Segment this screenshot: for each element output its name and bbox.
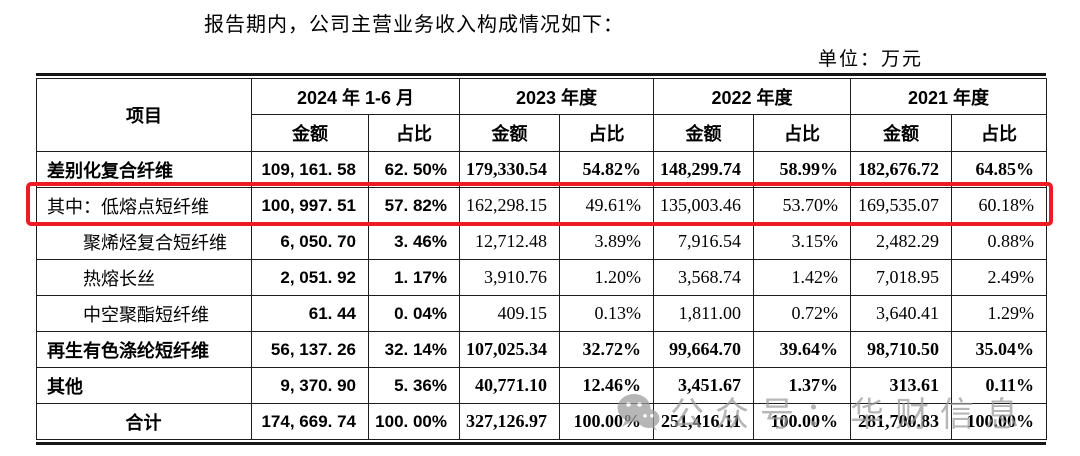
table-row: 中空聚酯短纤维 61. 44 0. 04% 409.15 0.13% 1,811.00 0.… — [36, 295, 1048, 332]
amount-cell: 99,664.70 — [653, 331, 755, 368]
table-row: 聚烯烃复合短纤维 6, 050. 70 3. 46% 12,712.48 3.89% 7,… — [36, 223, 1048, 260]
ratio-cell: 54.82% — [558, 151, 655, 188]
amount-cell: 2, 051. 92 — [251, 259, 369, 296]
col-header-amount: 金额 — [459, 114, 560, 152]
amount-cell: 109, 161. 58 — [251, 151, 369, 188]
row-label: 热熔长丝 — [36, 259, 252, 296]
amount-cell: 162,298.15 — [459, 187, 560, 224]
ratio-cell: 100.00% — [951, 403, 1048, 440]
ratio-cell: 32.72% — [558, 331, 655, 368]
ratio-cell: 39.64% — [753, 331, 852, 368]
amount-cell: 281,700.83 — [850, 403, 953, 440]
ratio-cell: 1. 17% — [368, 259, 460, 296]
amount-cell: 3,910.76 — [459, 259, 560, 296]
revenue-table-grid: 项目 2024 年 1-6 月 2023 年度 2022 年度 2021 年度 … — [36, 78, 1048, 440]
amount-cell: 174, 669. 74 — [251, 403, 369, 440]
amount-cell: 313.61 — [850, 367, 953, 404]
row-label: 其中：低熔点短纤维 — [36, 187, 252, 224]
revenue-table: 项目 2024 年 1-6 月 2023 年度 2022 年度 2021 年度 … — [36, 73, 1048, 445]
col-header-period-2022: 2022 年度 — [653, 78, 852, 115]
ratio-cell: 0. 04% — [368, 295, 460, 332]
ratio-cell: 1.29% — [951, 295, 1048, 332]
ratio-cell: 3.15% — [753, 223, 852, 260]
col-header-period-2024: 2024 年 1-6 月 — [251, 78, 460, 115]
col-header-amount: 金额 — [653, 114, 755, 152]
col-header-period-2023: 2023 年度 — [458, 78, 655, 115]
amount-cell: 251,416.11 — [653, 403, 755, 440]
ratio-cell: 3.89% — [558, 223, 655, 260]
ratio-cell: 0.72% — [753, 295, 852, 332]
ratio-cell: 1.20% — [558, 259, 655, 296]
ratio-cell: 2.49% — [951, 259, 1048, 296]
amount-cell: 7,018.95 — [850, 259, 953, 296]
row-label: 合计 — [36, 403, 252, 440]
table-row: 其他 9, 370. 90 5. 36% 40,771.10 12.46% 3,451.6… — [36, 367, 1048, 404]
col-header-ratio: 占比 — [558, 114, 655, 152]
amount-cell: 2,482.29 — [850, 223, 953, 260]
row-label: 中空聚酯短纤维 — [36, 295, 252, 332]
table-row: 合计 174, 669. 74 100. 00% 327,126.97 100.00% 2… — [36, 403, 1048, 440]
amount-cell: 56, 137. 26 — [251, 331, 369, 368]
ratio-cell: 5. 36% — [368, 367, 460, 404]
ratio-cell: 0.13% — [558, 295, 655, 332]
ratio-cell: 60.18% — [951, 187, 1048, 224]
table-row: 差别化复合纤维 109, 161. 58 62. 50% 179,330.54 54.8… — [36, 151, 1048, 188]
amount-cell: 3,568.74 — [653, 259, 755, 296]
ratio-cell: 100.00% — [753, 403, 852, 440]
table-row: 再生有色涤纶短纤维 56, 137. 26 32. 14% 107,025.34 32.… — [36, 331, 1048, 368]
amount-cell: 3,451.67 — [653, 367, 755, 404]
row-label: 其他 — [36, 367, 252, 404]
amount-cell: 1,811.00 — [653, 295, 755, 332]
amount-cell: 7,916.54 — [653, 223, 755, 260]
amount-cell: 6, 050. 70 — [251, 223, 369, 260]
row-label: 聚烯烃复合短纤维 — [36, 223, 252, 260]
ratio-cell: 62. 50% — [368, 151, 460, 188]
col-header-amount: 金额 — [850, 114, 953, 152]
ratio-cell: 0.88% — [951, 223, 1048, 260]
amount-cell: 182,676.72 — [850, 151, 953, 188]
amount-cell: 135,003.46 — [653, 187, 755, 224]
amount-cell: 100, 997. 51 — [251, 187, 369, 224]
amount-cell: 107,025.34 — [459, 331, 560, 368]
ratio-cell: 1.37% — [753, 367, 852, 404]
ratio-cell: 32. 14% — [368, 331, 460, 368]
ratio-cell: 12.46% — [558, 367, 655, 404]
amount-cell: 3,640.41 — [850, 295, 953, 332]
col-header-item: 项目 — [36, 78, 252, 152]
ratio-cell: 35.04% — [951, 331, 1048, 368]
col-header-ratio: 占比 — [368, 114, 460, 152]
amount-cell: 179,330.54 — [459, 151, 560, 188]
row-label: 差别化复合纤维 — [36, 151, 252, 188]
ratio-cell: 49.61% — [558, 187, 655, 224]
ratio-cell: 100.00% — [558, 403, 655, 440]
amount-cell: 169,535.07 — [850, 187, 953, 224]
col-header-period-2021: 2021 年度 — [850, 78, 1048, 115]
ratio-cell: 3. 46% — [368, 223, 460, 260]
ratio-cell: 0.11% — [951, 367, 1048, 404]
amount-cell: 409.15 — [459, 295, 560, 332]
amount-cell: 148,299.74 — [653, 151, 755, 188]
ratio-cell: 64.85% — [951, 151, 1048, 188]
col-header-ratio: 占比 — [951, 114, 1048, 152]
amount-cell: 40,771.10 — [459, 367, 560, 404]
table-row: 热熔长丝 2, 051. 92 1. 17% 3,910.76 1.20% 3,568.7… — [36, 259, 1048, 296]
doc-title: 报告期内，公司主营业务收入构成情况如下： — [204, 14, 624, 36]
ratio-cell: 53.70% — [753, 187, 852, 224]
table-body: 差别化复合纤维 109, 161. 58 62. 50% 179,330.54 54.8… — [36, 151, 1048, 440]
amount-cell: 12,712.48 — [459, 223, 560, 260]
table-row: 其中：低熔点短纤维 100, 997. 51 57. 82% 162,298.15 49… — [36, 187, 1048, 224]
ratio-cell: 58.99% — [753, 151, 852, 188]
row-label: 再生有色涤纶短纤维 — [36, 331, 252, 368]
amount-cell: 327,126.97 — [459, 403, 560, 440]
ratio-cell: 57. 82% — [368, 187, 460, 224]
amount-cell: 61. 44 — [251, 295, 369, 332]
amount-cell: 98,710.50 — [850, 331, 953, 368]
ratio-cell: 100. 00% — [368, 403, 460, 440]
col-header-ratio: 占比 — [753, 114, 852, 152]
unit-label: 单位：万元 — [818, 49, 924, 70]
ratio-cell: 1.42% — [753, 259, 852, 296]
col-header-amount: 金额 — [251, 114, 369, 152]
amount-cell: 9, 370. 90 — [251, 367, 369, 404]
